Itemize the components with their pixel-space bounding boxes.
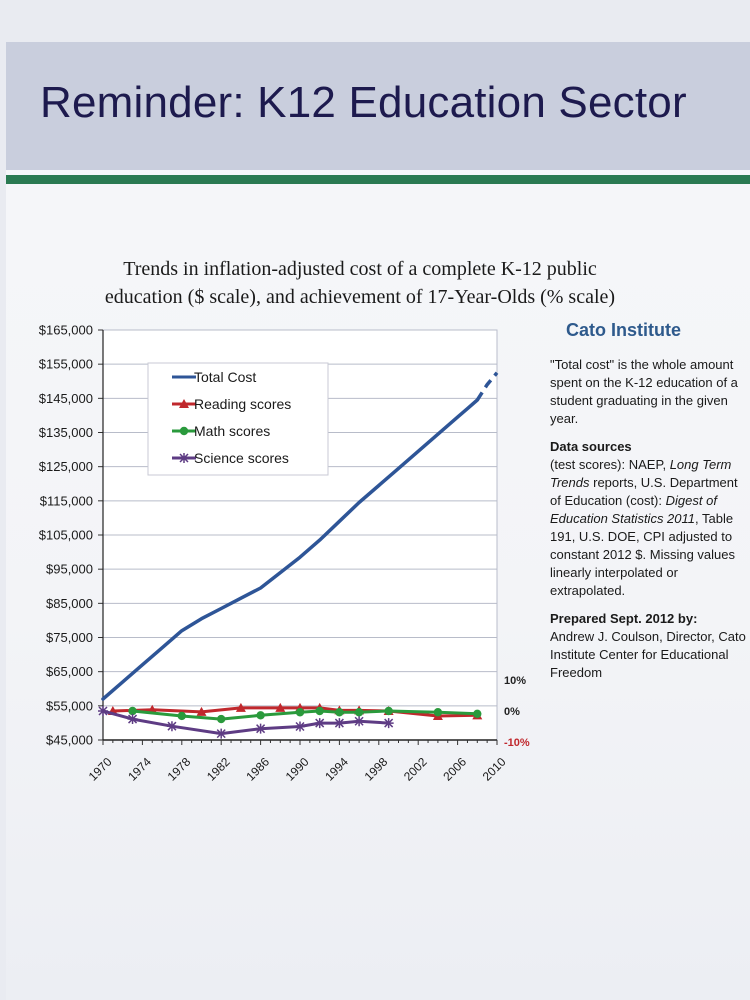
chart-title-line-1: Trends in inflation-adjusted cost of a c… (123, 258, 597, 280)
math-scores-point (295, 708, 305, 717)
y-tick-label: $135,000 (39, 425, 93, 440)
science-scores-line (101, 709, 391, 736)
x-tick-label: 2010 (480, 755, 509, 784)
prepared-by-text: Andrew J. Coulson, Director, Cato Instit… (550, 629, 746, 680)
math-scores-point (315, 706, 324, 716)
science-scores-point (216, 728, 227, 739)
data-sources-text-b: Long Term Trends (550, 457, 732, 490)
y-tick-label: $75,000 (46, 630, 93, 645)
math-scores-point (433, 708, 443, 717)
x-tick-label: 1970 (86, 755, 115, 784)
y-tick-label: $55,000 (46, 698, 93, 713)
math-scores-point (177, 711, 186, 721)
x-tick-label: 1986 (243, 755, 272, 784)
math-scores-point (473, 709, 482, 718)
data-sources-note: Data sources (test scores): NAEP, Long Te… (550, 438, 750, 600)
slide-title: Reminder: K12 Education Sector (40, 78, 687, 127)
total-cost-note: "Total cost" is the whole amount spent o… (550, 357, 738, 426)
science-scores-point (98, 706, 108, 716)
y-tick-label: $145,000 (39, 391, 93, 406)
science-scores-point (295, 721, 305, 732)
org-name: Cato Institute (566, 320, 681, 340)
data-sources-text-a: (test scores): NAEP, (550, 457, 670, 472)
legend-box (147, 362, 329, 476)
reading-scores-point (196, 706, 207, 716)
science-scores-point (166, 721, 177, 732)
x-tick-label: 1974 (125, 755, 154, 784)
legend-label-reading-scores: Reading scores (194, 396, 291, 412)
math-scores-point (335, 708, 344, 717)
science-scores-point (334, 718, 345, 729)
math-scores-point (256, 711, 265, 720)
data-sources-text-d: Digest of Education Statistics 2011 (550, 493, 717, 526)
prepared-by-heading: Prepared Sept. 2012 by: (550, 611, 698, 626)
math-scores-point (354, 708, 364, 717)
science-scores-point (127, 714, 138, 725)
y-tick-label: $85,000 (46, 596, 93, 611)
sidebar-notes: Cato Institute "Total cost" is the whole… (550, 318, 750, 692)
total-cost-line (101, 398, 480, 701)
x-tick-label: 1998 (362, 755, 391, 784)
prepared-by-note: Prepared Sept. 2012 by: Andrew J. Coulson… (550, 610, 750, 682)
reading-scores-point (235, 702, 246, 712)
legend-label-science-scores: Science scores (194, 450, 289, 466)
title-divider (6, 175, 750, 184)
data-sources-text-e: , Table 191, U.S. DOE, CPI adjusted to c… (550, 511, 735, 598)
chart-title: Trends in inflation-adjusted cost of a c… (30, 255, 690, 311)
y-tick-label: $155,000 (39, 357, 93, 372)
y-tick-label: $65,000 (46, 664, 93, 679)
x-tick-label: 1978 (165, 755, 194, 784)
data-sources-heading: Data sources (550, 439, 632, 454)
data-sources-text-c: reports, U.S. Department of Education (c… (550, 475, 738, 508)
math-scores-point (217, 714, 226, 724)
legend-marker-math-scores (179, 426, 189, 436)
science-scores-point (255, 723, 266, 734)
y-right-tick-label: 10% (504, 675, 526, 687)
x-tick-label: 1994 (322, 755, 351, 784)
x-tick-label: 2006 (440, 755, 469, 784)
reading-scores-point (275, 702, 286, 712)
y-tick-label: $95,000 (46, 562, 93, 577)
title-band (6, 42, 750, 170)
y-tick-label: $165,000 (39, 323, 93, 338)
y-tick-label: $125,000 (39, 459, 93, 474)
y-tick-label: $105,000 (39, 528, 93, 543)
x-tick-label: 1990 (283, 755, 312, 784)
chart-title-line-2: education ($ scale), and achievement of … (104, 286, 616, 308)
legend-marker-science-scores (179, 453, 189, 463)
legend-marker-reading-scores (179, 399, 189, 408)
math-scores-point (384, 706, 393, 716)
science-scores-point (383, 718, 394, 729)
legend-label-math-scores: Math scores (194, 423, 270, 439)
x-tick-label: 2002 (401, 755, 430, 784)
y-tick-label: $115,000 (40, 493, 93, 508)
math-scores-point (128, 706, 137, 716)
total-cost-projected-line (475, 371, 499, 401)
y-right-tick-label: -10% (504, 737, 530, 749)
legend-label-total-cost: Total Cost (194, 369, 256, 385)
y-tick-label: $45,000 (46, 733, 93, 748)
y-right-tick-label: 0% (504, 706, 520, 718)
science-scores-point (354, 716, 365, 727)
x-tick-label: 1982 (204, 755, 233, 784)
science-scores-point (314, 718, 325, 729)
